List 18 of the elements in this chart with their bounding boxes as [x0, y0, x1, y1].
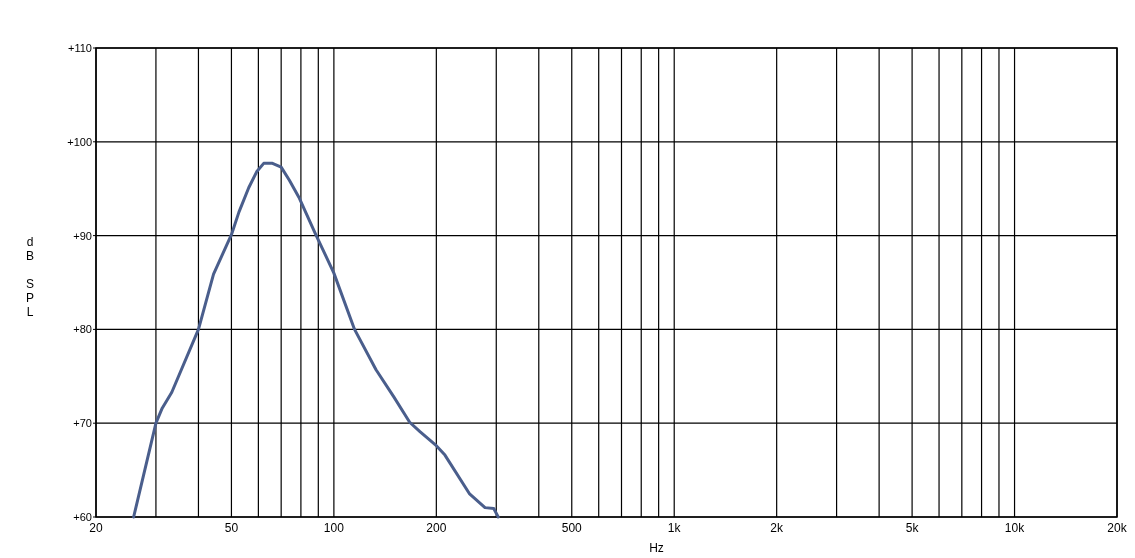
y-axis-title: dB SPL: [25, 235, 35, 319]
x-tick-label: 20k: [1107, 521, 1128, 535]
x-tick-label: 20: [89, 521, 103, 535]
x-tick-label: 500: [561, 521, 583, 535]
y-tick-label: +60: [73, 511, 92, 523]
y-tick-label: +110: [68, 42, 92, 54]
x-tick-label: 5k: [905, 521, 920, 535]
x-tick-label: 1k: [667, 521, 682, 535]
x-tick-label: 200: [426, 521, 447, 535]
y-tick-label: +80: [73, 323, 92, 336]
x-tick-label: 2k: [770, 521, 784, 535]
x-axis-title: Hz: [649, 541, 664, 555]
y-tick-label: +90: [73, 229, 92, 242]
x-tick-label: 100: [323, 521, 345, 535]
x-tick-label: 10k: [1004, 521, 1026, 535]
x-tick-label: 50: [224, 521, 239, 535]
y-tick-label: +100: [67, 135, 92, 148]
y-tick-label: +70: [73, 417, 92, 430]
